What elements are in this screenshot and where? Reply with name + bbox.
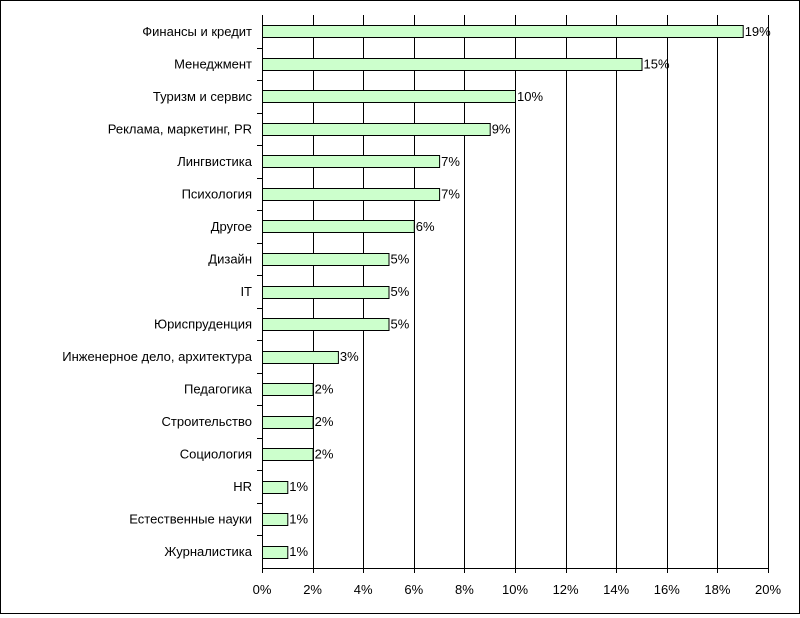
data-label: 19% [745,24,771,39]
category-label: Дизайн [208,251,252,266]
x-tick-label: 12% [553,582,579,597]
category-label: Реклама, маркетинг, PR [108,121,252,136]
bar [262,416,314,429]
category-label: Лингвистика [177,154,253,169]
x-tick-label: 18% [704,582,730,597]
category-label: HR [233,479,252,494]
bar [262,123,491,136]
x-tick-label: 16% [654,582,680,597]
data-label: 1% [289,544,308,559]
bar [262,188,441,201]
bar [262,481,289,494]
x-tick-label: 8% [455,582,474,597]
bar [262,58,643,71]
bar [262,25,744,38]
bar [262,318,390,331]
x-tick-label: 2% [303,582,322,597]
bar [262,155,441,168]
category-label: Психология [182,186,252,201]
category-label: Туризм и сервис [153,89,253,104]
bar [262,220,415,233]
bar [262,448,314,461]
data-label: 5% [391,284,410,299]
category-label: Менеджмент [174,56,252,71]
data-label: 1% [289,479,308,494]
data-label: 2% [315,414,334,429]
data-label: 10% [517,89,543,104]
bar [262,513,289,526]
category-label: Юриспруденция [154,317,252,332]
category-label: Педагогика [184,382,253,397]
category-label: Другое [211,219,252,234]
data-label: 5% [391,317,410,332]
data-label: 7% [441,186,460,201]
data-label: 2% [315,382,334,397]
category-label: Строительство [162,414,252,429]
x-tick-label: 0% [253,582,272,597]
data-label: 3% [340,349,359,364]
category-label: IT [240,284,252,299]
data-label: 2% [315,447,334,462]
x-tick-label: 14% [603,582,629,597]
category-label: Социология [180,447,252,462]
bar [262,546,289,559]
category-label: Журналистика [164,544,252,559]
x-tick-label: 20% [755,582,781,597]
x-tick-label: 4% [354,582,373,597]
data-label: 5% [391,251,410,266]
category-label: Инженерное дело, архитектура [62,349,253,364]
bar [262,286,390,299]
data-label: 7% [441,154,460,169]
category-label: Финансы и кредит [142,24,252,39]
data-label: 15% [644,56,670,71]
data-label: 9% [492,121,511,136]
bar [262,253,390,266]
data-label: 1% [289,512,308,527]
category-label: Естественные науки [129,512,252,527]
bar [262,383,314,396]
data-label: 6% [416,219,435,234]
bar [262,351,339,364]
x-tick-label: 10% [502,582,528,597]
bar [262,90,516,103]
x-tick-label: 6% [404,582,423,597]
